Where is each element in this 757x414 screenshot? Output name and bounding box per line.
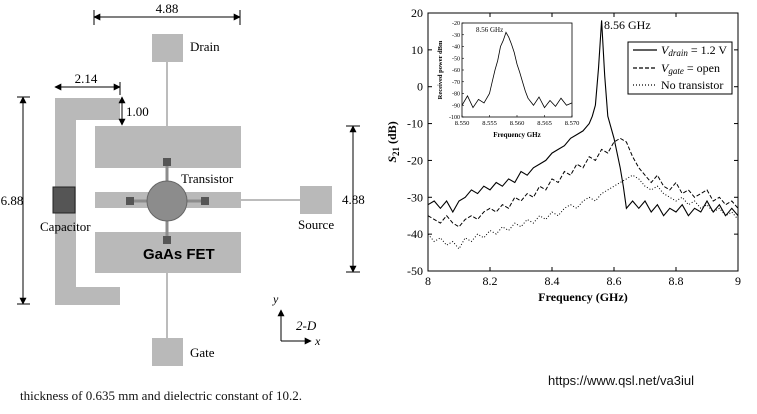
legend: Vdrain = 1.2 V Vgate = open No transisto… bbox=[627, 41, 733, 95]
inset-x-tick-label: 8.570 bbox=[565, 120, 580, 127]
inset-x-tick-label: 8.560 bbox=[510, 120, 525, 127]
x-tick-label: 8 bbox=[425, 274, 431, 288]
x-ticks: 8 8.2 8.4 8.6 8.8 9 bbox=[425, 13, 741, 288]
dim-top-label: 4.88 bbox=[156, 1, 179, 16]
inset-y-tick-label: -30 bbox=[452, 33, 460, 39]
x-tick-label: 8.2 bbox=[483, 274, 498, 288]
circuit-layout: 4.88 2.14 1.00 6.88 4.88 Drain Gate Sour… bbox=[1, 1, 365, 366]
transistor bbox=[126, 158, 209, 244]
inset-x-tick-label: 8.565 bbox=[537, 120, 552, 127]
inset-y-tick-label: -50 bbox=[452, 56, 460, 62]
inset-x-tick-label: 8.555 bbox=[482, 120, 497, 127]
y-tick-label: 10 bbox=[411, 43, 423, 57]
inset-series bbox=[461, 31, 573, 109]
y-tick-label: 0 bbox=[417, 80, 423, 94]
inset-y-tick-label: -70 bbox=[452, 80, 460, 86]
y-tick-label: -10 bbox=[407, 117, 423, 131]
capacitor-arm bbox=[55, 98, 120, 305]
inset-x-tick-label: 8.550 bbox=[455, 120, 470, 127]
series-line-dotted bbox=[427, 174, 739, 250]
axis-2d-label: 2-D bbox=[296, 318, 317, 333]
inset-y-ticks: -20 -30 -40 -50 -60 -70 -80 -90 -100 bbox=[449, 21, 464, 121]
s21-chart: 20 10 0 -10 -20 -30 -40 -50 8 8.2 8.4 8.6 8.8 9 Freq… bbox=[385, 6, 741, 304]
x-tick-label: 8.8 bbox=[669, 274, 684, 288]
chart-frame bbox=[427, 12, 739, 272]
peak-annotation: 8.56 GHz bbox=[604, 18, 651, 32]
source-url: https://www.qsl.net/va3iul bbox=[548, 373, 694, 388]
inset-y-tick-label: -40 bbox=[452, 45, 460, 51]
axis-x-label: x bbox=[314, 334, 321, 348]
gate-label: Gate bbox=[190, 345, 215, 360]
inset-y-tick-label: -90 bbox=[452, 103, 460, 109]
dim-gap-label: 1.00 bbox=[126, 104, 149, 119]
y-tick-label: -50 bbox=[407, 264, 423, 278]
inset-y-title: Received power dBm bbox=[437, 40, 444, 99]
caption: thickness of 0.635 mm and dielectric con… bbox=[20, 388, 302, 403]
y-ticks: 20 10 0 -10 -20 -30 -40 -50 bbox=[407, 6, 738, 278]
source-pad bbox=[300, 186, 332, 214]
x-tick-label: 9 bbox=[735, 274, 741, 288]
legend-label-vdrain: Vdrain = 1.2 V bbox=[661, 43, 727, 58]
dim-arm-label: 2.14 bbox=[75, 71, 98, 86]
legend-label-vgate: Vgate = open bbox=[661, 61, 720, 76]
gaas-fet-label: GaAs FET bbox=[143, 246, 215, 263]
y-tick-label: 20 bbox=[411, 6, 423, 20]
y-tick-label: -20 bbox=[407, 153, 423, 167]
inset-series-line bbox=[461, 31, 573, 109]
inset-y-tick-label: -100 bbox=[449, 115, 460, 121]
inset-frame bbox=[461, 22, 573, 118]
capacitor bbox=[52, 186, 76, 214]
inset-x-ticks: 8.550 8.555 8.560 8.565 8.570 bbox=[455, 115, 580, 127]
transistor-label: Transistor bbox=[181, 171, 234, 186]
x-tick-label: 8.4 bbox=[545, 274, 560, 288]
series-line-solid bbox=[427, 20, 739, 217]
series-line-dashed bbox=[427, 137, 739, 228]
dim-right-label: 4.88 bbox=[342, 192, 365, 207]
dim-left-label: 6.88 bbox=[1, 193, 24, 208]
inset-y-tick-label: -80 bbox=[452, 92, 460, 98]
inset-x-title: Frequency GHz bbox=[493, 131, 541, 139]
inset-y-tick-label: -20 bbox=[452, 21, 460, 27]
y-tick-label: -40 bbox=[407, 227, 423, 241]
source-label: Source bbox=[298, 217, 334, 232]
inset-title: 8.56 GHz bbox=[476, 26, 503, 34]
chart-series bbox=[427, 20, 739, 250]
x-tick-label: 8.6 bbox=[607, 274, 622, 288]
inset-chart: -20-30-40-50-60-70-80-90-100 8.550 8.555 8… bbox=[436, 20, 579, 139]
capacitor-label: Capacitor bbox=[40, 219, 91, 234]
y-tick-label: -30 bbox=[407, 190, 423, 204]
x-axis-title: Frequency (GHz) bbox=[538, 290, 627, 304]
gate-pad bbox=[152, 338, 183, 366]
legend-label-notransistor: No transistor bbox=[661, 78, 723, 92]
inset-y-tick-label: -60 bbox=[452, 68, 460, 74]
axis-y-label: y bbox=[272, 292, 279, 306]
y-axis-title: S21 (dB) bbox=[385, 121, 401, 162]
drain-label: Drain bbox=[190, 39, 220, 54]
drain-pad bbox=[152, 34, 183, 62]
